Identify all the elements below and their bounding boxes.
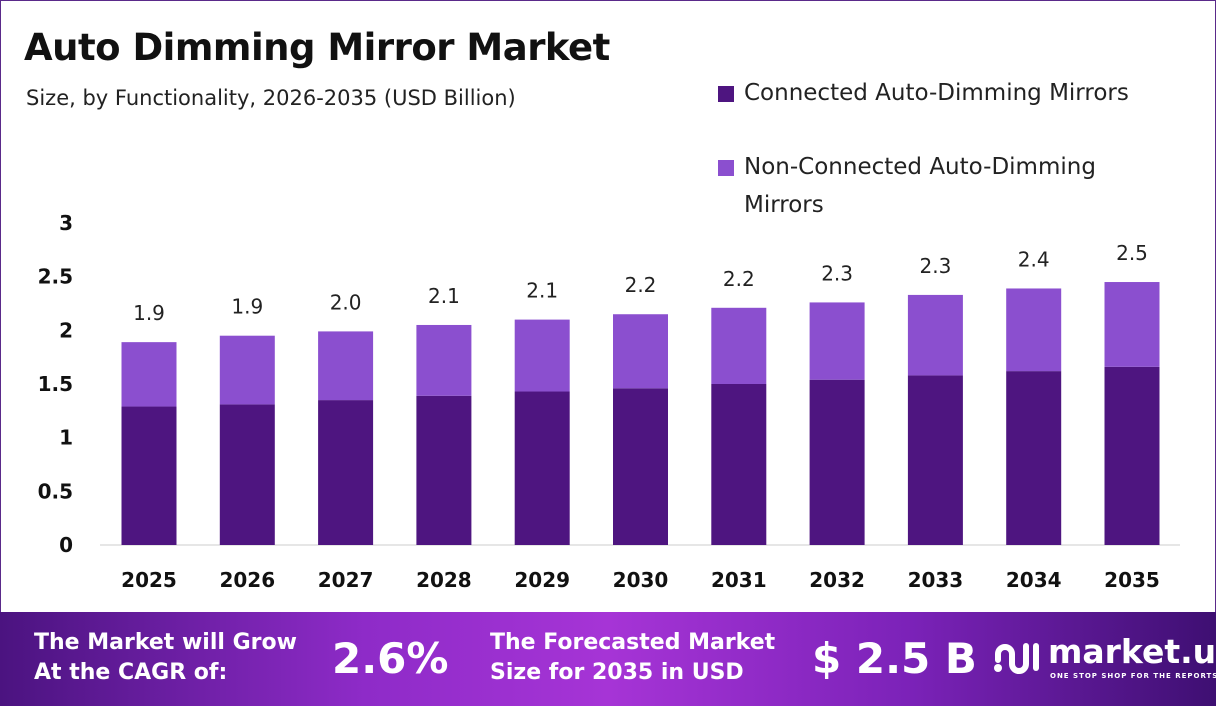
y-tick-label: 2.5 bbox=[38, 265, 73, 289]
forecast-label-line2: Size for 2035 in USD bbox=[490, 660, 744, 685]
bar-non-connected-2025 bbox=[121, 342, 177, 407]
legend-swatch-non-connected bbox=[718, 160, 734, 176]
cagr-label-line1: The Market will Grow bbox=[34, 630, 297, 655]
forecast-value: $ 2.5 B bbox=[812, 634, 977, 683]
bar-non-connected-2030 bbox=[613, 314, 668, 389]
bar-connected-2031 bbox=[711, 384, 767, 545]
bar-connected-2029 bbox=[514, 391, 570, 545]
bar-connected-2026 bbox=[219, 404, 275, 545]
x-tick-label: 2026 bbox=[219, 568, 275, 592]
logo-text: market.us bbox=[1048, 632, 1216, 671]
x-tick-label: 2025 bbox=[121, 568, 177, 592]
bar-non-connected-2035 bbox=[1104, 282, 1160, 367]
data-label-total: 2.2 bbox=[625, 273, 657, 297]
legend-label: Connected Auto-Dimming Mirrors bbox=[744, 80, 1129, 106]
data-label-total: 1.9 bbox=[231, 295, 263, 319]
data-label-total: 1.9 bbox=[133, 301, 165, 325]
bar-non-connected-2031 bbox=[711, 307, 767, 384]
data-label-total: 2.1 bbox=[526, 279, 558, 303]
y-tick-label: 1 bbox=[59, 426, 73, 450]
data-label-total: 2.4 bbox=[1018, 247, 1050, 271]
x-tick-label: 2033 bbox=[908, 568, 964, 592]
bar-non-connected-2033 bbox=[907, 294, 963, 376]
bar-non-connected-2034 bbox=[1006, 288, 1062, 372]
footer-banner: The Market will Grow At the CAGR of: 2.6… bbox=[0, 612, 1216, 706]
cagr-label-line2: At the CAGR of: bbox=[34, 660, 228, 685]
forecast-label-line1: The Forecasted Market bbox=[490, 630, 776, 655]
logo-mark-icon bbox=[994, 643, 1039, 674]
bar-non-connected-2028 bbox=[416, 324, 472, 396]
chart-plot: 0 0.5 1 1.5 2 2.5 3 1.9 2025 1.9 2026 2.0 2027 2.1 202… bbox=[38, 211, 1180, 592]
data-label-total: 2.1 bbox=[428, 284, 460, 308]
y-tick-label: 1.5 bbox=[38, 372, 73, 396]
legend-item-non-connected: Non-Connected Auto-Dimming Mirrors bbox=[718, 148, 1148, 224]
x-tick-label: 2030 bbox=[613, 568, 669, 592]
bar-non-connected-2029 bbox=[514, 319, 570, 392]
x-tick-label: 2035 bbox=[1104, 568, 1160, 592]
logo-tagline: ONE STOP SHOP FOR THE REPORTS bbox=[1050, 672, 1216, 680]
data-label-total: 2.2 bbox=[723, 267, 755, 291]
data-label-total: 2.3 bbox=[919, 254, 951, 278]
bar-connected-2028 bbox=[416, 395, 472, 545]
chart-title: Auto Dimming Mirror Market bbox=[24, 26, 610, 69]
y-tick-label: 3 bbox=[59, 211, 73, 235]
bar-connected-2027 bbox=[318, 400, 374, 545]
data-label-total: 2.3 bbox=[821, 261, 853, 285]
x-tick-label: 2032 bbox=[809, 568, 865, 592]
bar-connected-2030 bbox=[613, 388, 668, 545]
bar-non-connected-2032 bbox=[809, 302, 865, 380]
x-tick-label: 2034 bbox=[1006, 568, 1062, 592]
y-tick-label: 0.5 bbox=[38, 479, 73, 503]
y-tick-label: 2 bbox=[59, 318, 73, 342]
bar-connected-2034 bbox=[1006, 371, 1062, 545]
bar-non-connected-2027 bbox=[318, 331, 374, 401]
x-tick-label: 2031 bbox=[711, 568, 767, 592]
data-label-total: 2.5 bbox=[1116, 241, 1148, 265]
bar-connected-2035 bbox=[1104, 366, 1160, 545]
legend-label: Non-Connected Auto-Dimming Mirrors bbox=[744, 154, 1096, 218]
bar-connected-2025 bbox=[121, 406, 177, 545]
legend-swatch-connected bbox=[718, 86, 734, 102]
bar-connected-2033 bbox=[907, 375, 963, 545]
bar-connected-2032 bbox=[809, 379, 865, 545]
forecast-label: The Forecasted Market Size for 2035 in U… bbox=[490, 628, 775, 688]
x-tick-label: 2028 bbox=[416, 568, 472, 592]
chart-subtitle: Size, by Functionality, 2026-2035 (USD B… bbox=[26, 86, 516, 110]
legend-item-connected: Connected Auto-Dimming Mirrors bbox=[718, 74, 1178, 112]
data-label-total: 2.0 bbox=[330, 290, 362, 314]
x-tick-label: 2027 bbox=[318, 568, 374, 592]
y-tick-label: 0 bbox=[59, 533, 73, 557]
bar-non-connected-2026 bbox=[219, 335, 275, 405]
x-tick-label: 2029 bbox=[514, 568, 570, 592]
cagr-label: The Market will Grow At the CAGR of: bbox=[34, 628, 297, 688]
cagr-value: 2.6% bbox=[332, 634, 449, 683]
